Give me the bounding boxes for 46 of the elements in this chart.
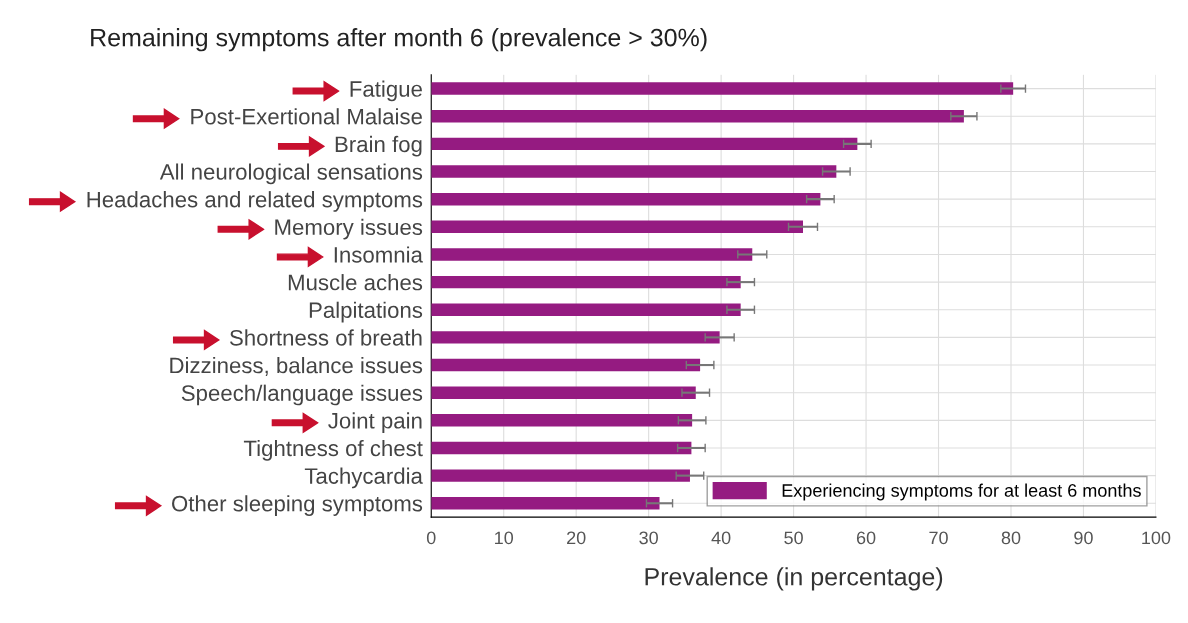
bar <box>431 165 837 178</box>
bar <box>431 82 1014 95</box>
y-tick-label: Post-Exertional Malaise <box>191 108 422 125</box>
x-tick-label: 70 <box>929 531 948 545</box>
x-tick-label: 100 <box>1142 531 1171 545</box>
x-tick-label: 60 <box>856 531 876 545</box>
y-tick-label: Headaches and related symptoms <box>87 191 423 212</box>
bar <box>431 469 690 482</box>
x-tick-label: 40 <box>711 531 731 545</box>
bar <box>431 441 692 455</box>
y-tick-label: Insomnia <box>334 246 423 263</box>
bar <box>431 275 741 289</box>
x-tick-label: 80 <box>1001 531 1021 545</box>
y-tick-label: Memory issues <box>275 218 423 240</box>
y-tick-label: Shortness of breath <box>229 329 422 346</box>
y-tick-label: All neurological sensations <box>159 163 423 185</box>
x-tick-label: 30 <box>639 531 658 545</box>
y-tick-label: Brain fog <box>335 135 422 157</box>
x-tick-label: 90 <box>1074 531 1093 545</box>
bar <box>431 220 803 234</box>
y-tick-label: Joint pain <box>328 412 422 433</box>
bar <box>431 192 821 206</box>
x-tick-label: 20 <box>567 531 586 545</box>
x-tick-label: 10 <box>495 531 514 545</box>
bar <box>431 110 964 123</box>
chart-title: Remaining symptoms after month 6 (prevalence > 30%) <box>91 28 707 52</box>
x-tick-label: 50 <box>784 531 803 545</box>
bar <box>431 331 720 344</box>
y-tick-label: Fatigue <box>350 80 422 102</box>
bar <box>431 248 753 261</box>
y-tick-label: Other sleeping symptoms <box>172 495 423 516</box>
y-tick-label: Dizziness, balance issues <box>170 356 423 376</box>
bar <box>431 386 696 399</box>
y-tick-label: Muscle aches <box>288 274 423 291</box>
bar <box>431 358 701 372</box>
x-axis-title: Prevalence (in percentage) <box>645 567 943 591</box>
legend-label: Experiencing symptoms for at least 6 months <box>782 483 1141 501</box>
x-tick-label: 0 <box>426 531 436 545</box>
y-tick-label: Speech/language issues <box>181 384 423 406</box>
bar <box>431 137 858 151</box>
bar <box>431 414 693 427</box>
bar <box>431 303 741 316</box>
y-tick-label: Palpitations <box>309 301 423 323</box>
y-tick-label: Tightness of chest <box>243 439 423 461</box>
y-tick-label: Tachycardia <box>304 467 423 489</box>
bar <box>431 497 660 510</box>
